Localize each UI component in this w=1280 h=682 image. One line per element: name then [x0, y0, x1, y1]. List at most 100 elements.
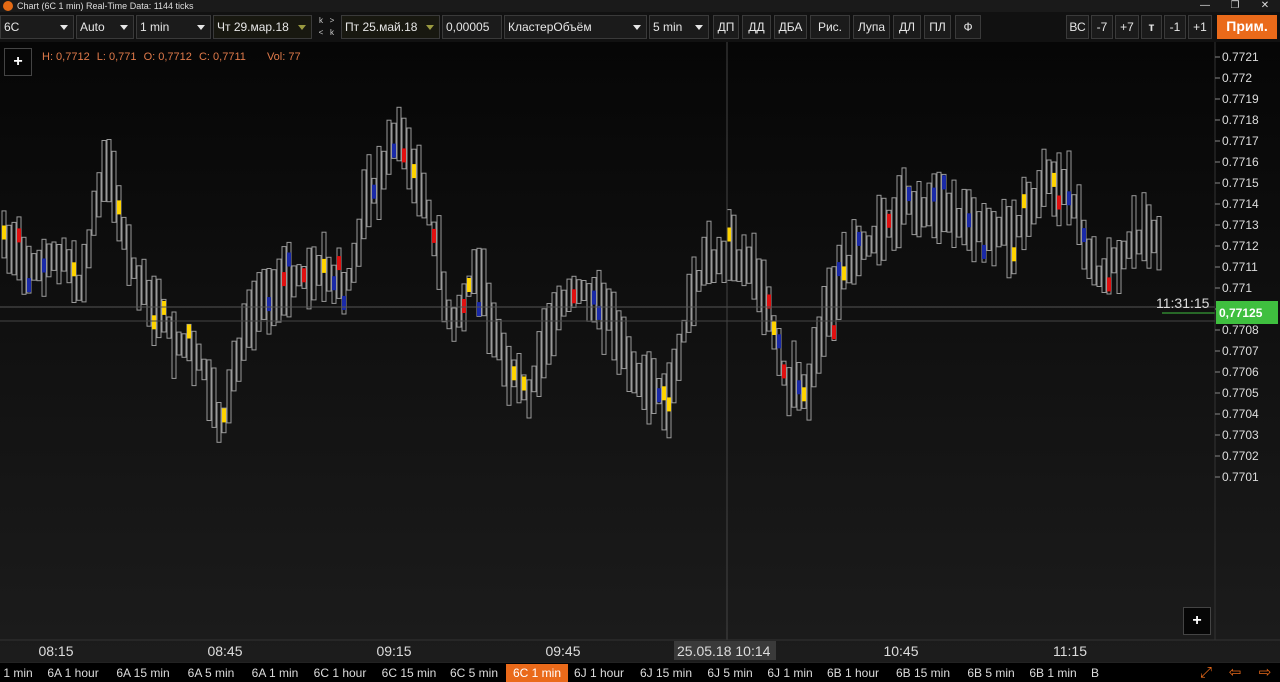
price-bar	[391, 122, 397, 159]
expand-icon[interactable]: ⤢	[1199, 664, 1212, 681]
tab-6a-1min[interactable]: 6A 1 min	[251, 666, 299, 680]
tab-6j-1min[interactable]: 6J 1 min	[767, 666, 813, 680]
date-from-picker[interactable]: Чт 29.мар.18	[213, 15, 312, 39]
tab-6b-15min[interactable]: 6B 15 min	[895, 666, 951, 680]
cluster-timeframe-select[interactable]: 5 min	[649, 15, 709, 39]
apply-button[interactable]: Прим.	[1217, 15, 1277, 39]
volume-cluster-cell	[667, 397, 671, 412]
timeframe-select[interactable]: 1 min	[136, 15, 211, 39]
step-plus1-button[interactable]: +1	[1188, 15, 1212, 39]
volume-cluster-cell	[17, 228, 21, 243]
tab-1min[interactable]: 1 min	[3, 666, 33, 680]
price-bar	[776, 328, 782, 376]
ohlc-open: O: 0,7712	[143, 51, 192, 63]
tab-6b-1min[interactable]: 6B 1 min	[1029, 666, 1077, 680]
volume-cluster-cell	[512, 366, 516, 381]
tool-button-f[interactable]: Ф	[955, 15, 981, 39]
tab-6c-15min[interactable]: 6C 15 min	[381, 666, 437, 680]
price-bar	[911, 191, 917, 236]
tabs-prev-arrow-icon[interactable]: ⇦	[1228, 664, 1242, 681]
price-tick-label: 0.7701	[1222, 470, 1259, 484]
add-panel-button[interactable]: +	[4, 48, 32, 76]
shift-right-button[interactable]: >	[329, 16, 335, 25]
tab-6c-1min[interactable]: 6C 1 min	[506, 664, 568, 682]
maximize-button[interactable]: ❐	[1230, 0, 1240, 11]
k-bottom-label[interactable]: k	[330, 28, 334, 37]
volume-cluster-cell	[222, 408, 226, 423]
tab-6a-5min[interactable]: 6A 5 min	[187, 666, 235, 680]
draw-button[interactable]: Рис.	[810, 15, 850, 39]
tab-6j-15min[interactable]: 6J 15 min	[639, 666, 693, 680]
magnifier-button[interactable]: Лупа	[853, 15, 890, 39]
tick-size-field[interactable]: 0,00005	[442, 15, 502, 39]
price-bar	[16, 216, 22, 281]
tool-button-pl[interactable]: ПЛ	[924, 15, 951, 39]
price-bar	[1026, 181, 1032, 237]
price-bar	[996, 216, 1002, 248]
price-tick-label: 0.7713	[1222, 218, 1259, 232]
step-minus7-button[interactable]: -7	[1091, 15, 1113, 39]
tab-6b-5min[interactable]: 6B 5 min	[967, 666, 1015, 680]
price-bar	[251, 280, 257, 351]
tab-6c-5min[interactable]: 6C 5 min	[449, 666, 499, 680]
volume-cluster-cell	[782, 364, 786, 379]
price-bar	[721, 240, 727, 283]
tab-6a-15min[interactable]: 6A 15 min	[116, 666, 170, 680]
price-bar	[681, 319, 687, 343]
tab-6c-1hour[interactable]: 6C 1 hour	[313, 666, 367, 680]
step-minus1-button[interactable]: -1	[1164, 15, 1186, 39]
tool-button-dd[interactable]: ДД	[742, 15, 771, 39]
scale-select[interactable]: Auto	[76, 15, 134, 39]
price-bar	[106, 139, 112, 203]
price-bar	[226, 369, 232, 424]
chart-area[interactable]: 0.7721 0.772 0.7719 0.7718 0.7717 0.7716 0.771…	[0, 42, 1280, 662]
price-bar	[496, 318, 502, 361]
tool-button-dl[interactable]: ДЛ	[893, 15, 921, 39]
price-bar	[46, 243, 52, 278]
volume-cluster-cell	[797, 380, 801, 395]
step-plus7-button[interactable]: +7	[1115, 15, 1139, 39]
price-bar	[881, 197, 887, 261]
price-bar	[556, 285, 562, 331]
shift-left-button[interactable]: <	[318, 28, 324, 37]
price-bar	[1006, 206, 1012, 279]
tool-button-vs[interactable]: ВС	[1066, 15, 1089, 39]
close-button[interactable]: ✕	[1260, 0, 1270, 11]
time-tick-label: 09:15	[376, 643, 411, 659]
price-bar	[531, 365, 537, 393]
date-to-picker[interactable]: Пт 25.май.18	[341, 15, 440, 39]
price-bar	[396, 106, 402, 162]
price-bar	[926, 182, 932, 227]
tab-6j-5min[interactable]: 6J 5 min	[707, 666, 753, 680]
volume-cluster-cell	[2, 225, 6, 240]
price-bar	[861, 231, 867, 260]
price-bar	[311, 246, 317, 301]
price-bar	[1041, 148, 1047, 207]
chart-toolbar: 6C Auto 1 min Чт 29.мар.18 k > < k Пт 25…	[0, 12, 1280, 42]
price-tick-label: 0.771	[1222, 281, 1252, 295]
volume-cluster-cell	[727, 227, 731, 242]
price-bar	[376, 145, 382, 220]
tabs-next-arrow-icon[interactable]: ⇨	[1258, 664, 1272, 681]
symbol-select[interactable]: 6C	[0, 15, 74, 39]
k-top-label[interactable]: k	[319, 16, 323, 25]
price-bar	[516, 353, 522, 404]
tab-b[interactable]: B	[1090, 666, 1099, 680]
price-chart[interactable]: 0.7721 0.772 0.7719 0.7718 0.7717 0.7716 0.771…	[0, 42, 1280, 662]
tool-button-t[interactable]: т	[1141, 15, 1162, 39]
price-bar	[291, 265, 297, 298]
price-tick-label: 0.7715	[1222, 176, 1259, 190]
tool-button-dba[interactable]: ДБА	[774, 15, 807, 39]
price-bar	[56, 244, 62, 285]
time-tick-label: 10:45	[883, 643, 918, 659]
add-indicator-button[interactable]: +	[1183, 607, 1211, 635]
price-bar	[1031, 188, 1037, 225]
tab-6j-1hour[interactable]: 6J 1 hour	[573, 666, 625, 680]
tab-6a-1hour[interactable]: 6A 1 hour	[47, 666, 99, 680]
tab-6b-1hour[interactable]: 6B 1 hour	[826, 666, 880, 680]
minimize-button[interactable]: —	[1200, 0, 1210, 11]
indicator-select[interactable]: КластерОбъём	[504, 15, 647, 39]
tool-button-dp[interactable]: ДП	[713, 15, 739, 39]
price-bar	[916, 181, 922, 238]
price-tick-label: 0.7704	[1222, 407, 1259, 421]
